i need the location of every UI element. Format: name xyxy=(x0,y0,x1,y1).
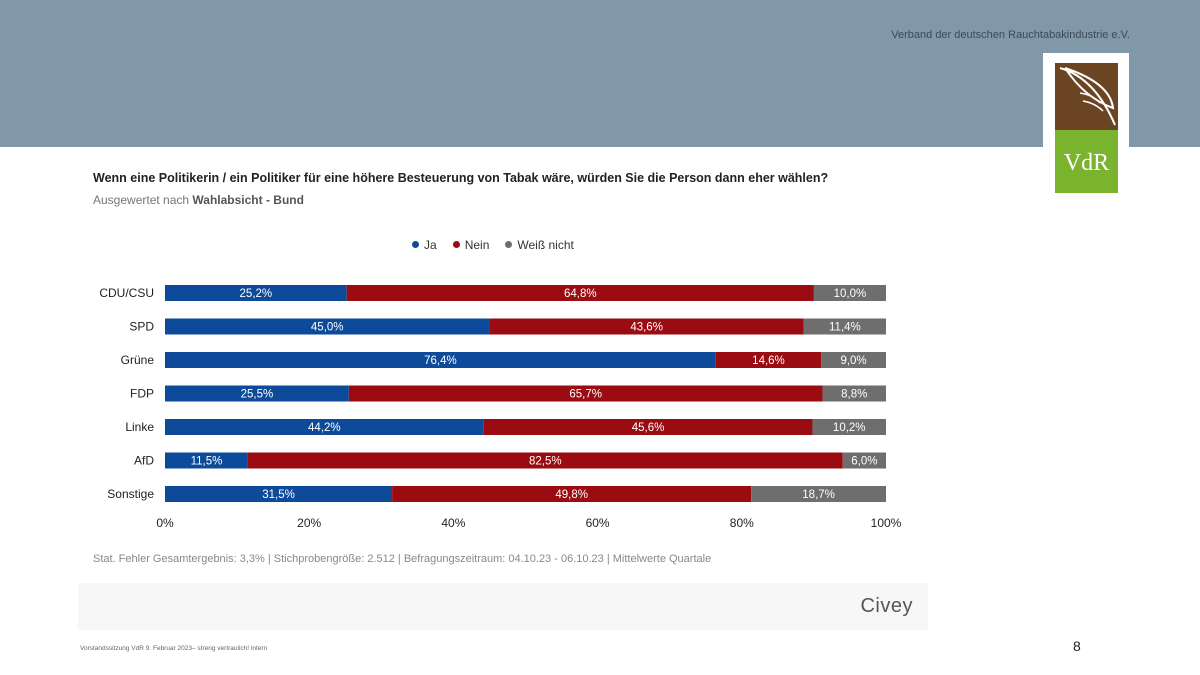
data-label: 9,0% xyxy=(840,355,866,367)
legend-label: Nein xyxy=(464,238,490,252)
bar-segment-ja xyxy=(165,352,716,368)
data-label: 82,5% xyxy=(529,456,562,468)
x-tick-label: 80% xyxy=(730,516,754,530)
bar-segment-weiß-nicht xyxy=(812,419,886,435)
category-label: Linke xyxy=(125,420,154,434)
bar-segment-nein xyxy=(715,352,822,368)
chart-subtitle: Ausgewertet nach Wahlabsicht - Bund xyxy=(93,193,304,207)
category-label: Sonstige xyxy=(107,487,154,501)
x-tick-label: 40% xyxy=(441,516,465,530)
legend-item-weiss-nicht: Weiß nicht xyxy=(505,238,574,252)
legend-dot-icon xyxy=(412,241,419,248)
data-label: 45,0% xyxy=(311,322,344,334)
organization-name: Verband der deutschen Rauchtabakindustri… xyxy=(891,29,1130,41)
legend-dot-icon xyxy=(452,241,460,248)
data-label: 49,8% xyxy=(555,489,588,501)
data-label: 18,7% xyxy=(802,489,835,501)
data-label: 25,5% xyxy=(241,389,274,401)
source-logo: Civey xyxy=(860,595,913,617)
footnote: Stat. Fehler Gesamtergebnis: 3,3% | Stic… xyxy=(93,553,712,565)
bar-segment-ja xyxy=(165,285,347,301)
legend-item-nein: Nein xyxy=(452,238,490,252)
data-label: 6,0% xyxy=(851,456,877,468)
leaf-icon xyxy=(1055,63,1118,130)
bar-segment-nein xyxy=(348,385,823,402)
category-label: CDU/CSU xyxy=(99,286,154,300)
data-label: 25,2% xyxy=(240,288,273,300)
bar-segment-nein xyxy=(346,285,814,301)
data-label: 43,6% xyxy=(630,322,663,334)
bar-segment-nein xyxy=(489,318,804,335)
bar-segment-weiß-nicht xyxy=(822,385,886,402)
bar-segment-nein xyxy=(392,486,752,502)
bar-segment-ja xyxy=(165,486,393,502)
chart-title: Wenn eine Politikerin / ein Politiker fü… xyxy=(93,171,829,185)
subtitle-prefix: Ausgewertet nach xyxy=(93,193,193,207)
data-label: 44,2% xyxy=(308,422,341,434)
data-label: 45,6% xyxy=(632,422,665,434)
data-label: 8,8% xyxy=(841,389,867,401)
bar-segment-ja xyxy=(165,385,349,402)
bar-segment-ja xyxy=(165,419,484,435)
legend: Ja Nein Weiß nicht xyxy=(412,238,574,252)
legend-dot-icon xyxy=(505,241,513,248)
data-label: 31,5% xyxy=(262,489,295,501)
x-tick-label: 20% xyxy=(297,516,321,530)
data-label: 10,2% xyxy=(833,422,866,434)
data-label: 64,8% xyxy=(564,288,597,300)
page-number: 8 xyxy=(1073,638,1081,654)
logo-text: VdR xyxy=(1055,130,1118,193)
bar-segment-weiß-nicht xyxy=(751,486,886,502)
x-tick-label: 60% xyxy=(586,516,610,530)
data-label: 76,4% xyxy=(424,355,457,367)
data-label: 10,0% xyxy=(834,288,867,300)
data-label: 65,7% xyxy=(569,389,602,401)
bar-segment-ja xyxy=(165,318,490,335)
subtitle-bold: Wahlabsicht - Bund xyxy=(192,193,304,207)
source-bar: Civey xyxy=(78,583,928,630)
category-label: Grüne xyxy=(121,353,155,367)
stacked-bar-chart: CDU/CSU 25,2% 64,8% 10,0% SPD 45,0% 43,6% 11,4%… xyxy=(99,285,902,530)
legend-item-ja: Ja xyxy=(412,238,437,252)
bar-segment-ja xyxy=(165,452,248,469)
data-label: 14,6% xyxy=(752,355,785,367)
bar-segment-weiß-nicht xyxy=(803,318,886,335)
vdr-logo: VdR xyxy=(1043,53,1129,195)
x-tick-label: 0% xyxy=(156,516,174,530)
category-label: SPD xyxy=(129,320,154,334)
category-label: AfD xyxy=(134,454,154,468)
footer-text: Vorstandssitzung VdR 9. Februar 2023– st… xyxy=(80,645,268,652)
legend-label: Ja xyxy=(424,238,437,252)
header-banner xyxy=(0,0,1200,147)
bar-segment-nein xyxy=(483,419,813,435)
data-label: 11,4% xyxy=(829,322,861,334)
bar-segment-weiß-nicht xyxy=(821,352,886,368)
legend-label: Weiß nicht xyxy=(517,238,574,252)
data-label: 11,5% xyxy=(191,456,223,468)
category-label: FDP xyxy=(130,387,154,401)
bar-segment-weiß-nicht xyxy=(813,285,886,301)
bar-segment-nein xyxy=(247,452,843,469)
bar-segment-weiß-nicht xyxy=(842,452,886,469)
x-tick-label: 100% xyxy=(871,516,902,530)
